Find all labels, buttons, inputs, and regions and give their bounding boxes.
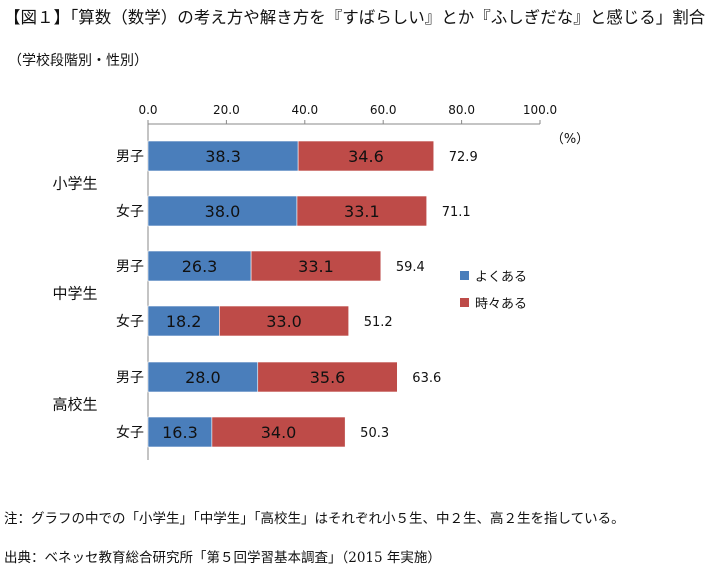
bar-value-label: 18.2 — [166, 312, 202, 331]
bar-value-label: 34.6 — [348, 147, 384, 166]
bar-segment-sometimes — [211, 416, 346, 448]
legend-item-often: よくある — [460, 266, 527, 285]
group-label: 高校生 — [52, 396, 97, 414]
category-label: 女子 — [116, 313, 144, 330]
bar-segment-sometimes — [296, 195, 428, 227]
footnote: 注：グラフの中での「小学生」「中学生」「高校生」はそれぞれ小５生、中２生、高２生… — [4, 511, 625, 527]
category-label: 男子 — [116, 149, 144, 165]
x-tick-label: 100.0 — [523, 103, 557, 117]
bar-value-label: 38.3 — [205, 147, 241, 166]
category-label: 男子 — [116, 259, 144, 275]
bar-total-label: 59.4 — [396, 260, 425, 275]
bar-total-label: 63.6 — [412, 371, 441, 386]
legend-item-sometimes: 時々ある — [460, 293, 527, 312]
bar-total-label: 51.2 — [364, 315, 393, 330]
bar-value-label: 26.3 — [182, 257, 218, 276]
legend-label-sometimes: 時々ある — [475, 297, 528, 312]
chart-subtitle: （学校段階別・性別） — [8, 53, 148, 69]
bar-total-label: 50.3 — [360, 426, 389, 441]
bar-segment-often — [147, 250, 252, 282]
bar-segment-often — [147, 140, 299, 172]
bar-segment-sometimes — [257, 361, 398, 393]
bar-total-label: 71.1 — [442, 205, 471, 220]
chart-title: 【図１】「算数（数学）の考え方や解き方を『すばらしい』とか『ふしぎだな』と感じる… — [4, 8, 706, 27]
bar-value-label: 33.1 — [344, 202, 380, 221]
x-tick-label: 20.0 — [213, 103, 240, 117]
group-label: 中学生 — [52, 285, 97, 303]
legend-swatch-often — [460, 271, 469, 280]
bar-value-label: 35.6 — [310, 368, 346, 387]
legend-label-often: よくある — [475, 270, 528, 285]
bar-value-label: 34.0 — [261, 423, 297, 442]
category-label: 女子 — [116, 203, 144, 220]
bar-value-label: 33.1 — [298, 257, 334, 276]
category-label: 男子 — [116, 370, 144, 386]
bar-value-label: 28.0 — [185, 368, 221, 387]
bar-segment-sometimes — [219, 305, 350, 337]
bar-value-label: 33.0 — [266, 312, 302, 331]
bar-segment-sometimes — [297, 140, 435, 172]
x-tick-label: 60.0 — [370, 103, 397, 117]
x-tick-label: 40.0 — [291, 103, 318, 117]
bar-value-label: 16.3 — [162, 423, 198, 442]
bar-value-label: 38.0 — [205, 202, 241, 221]
category-label: 女子 — [116, 424, 144, 441]
bar-total-label: 72.9 — [449, 150, 478, 165]
legend-swatch-sometimes — [460, 298, 469, 307]
unit-label: （%） — [551, 132, 589, 147]
bar-segment-often — [147, 416, 213, 448]
bar-segment-often — [147, 195, 298, 227]
source-note: 出典：ベネッセ教育総合研究所「第５回学習基本調査」（2015 年実施） — [4, 550, 441, 566]
x-tick-label: 0.0 — [138, 103, 157, 117]
bar-segment-sometimes — [250, 250, 382, 282]
x-tick-label: 80.0 — [448, 103, 475, 117]
group-label: 小学生 — [52, 175, 97, 193]
